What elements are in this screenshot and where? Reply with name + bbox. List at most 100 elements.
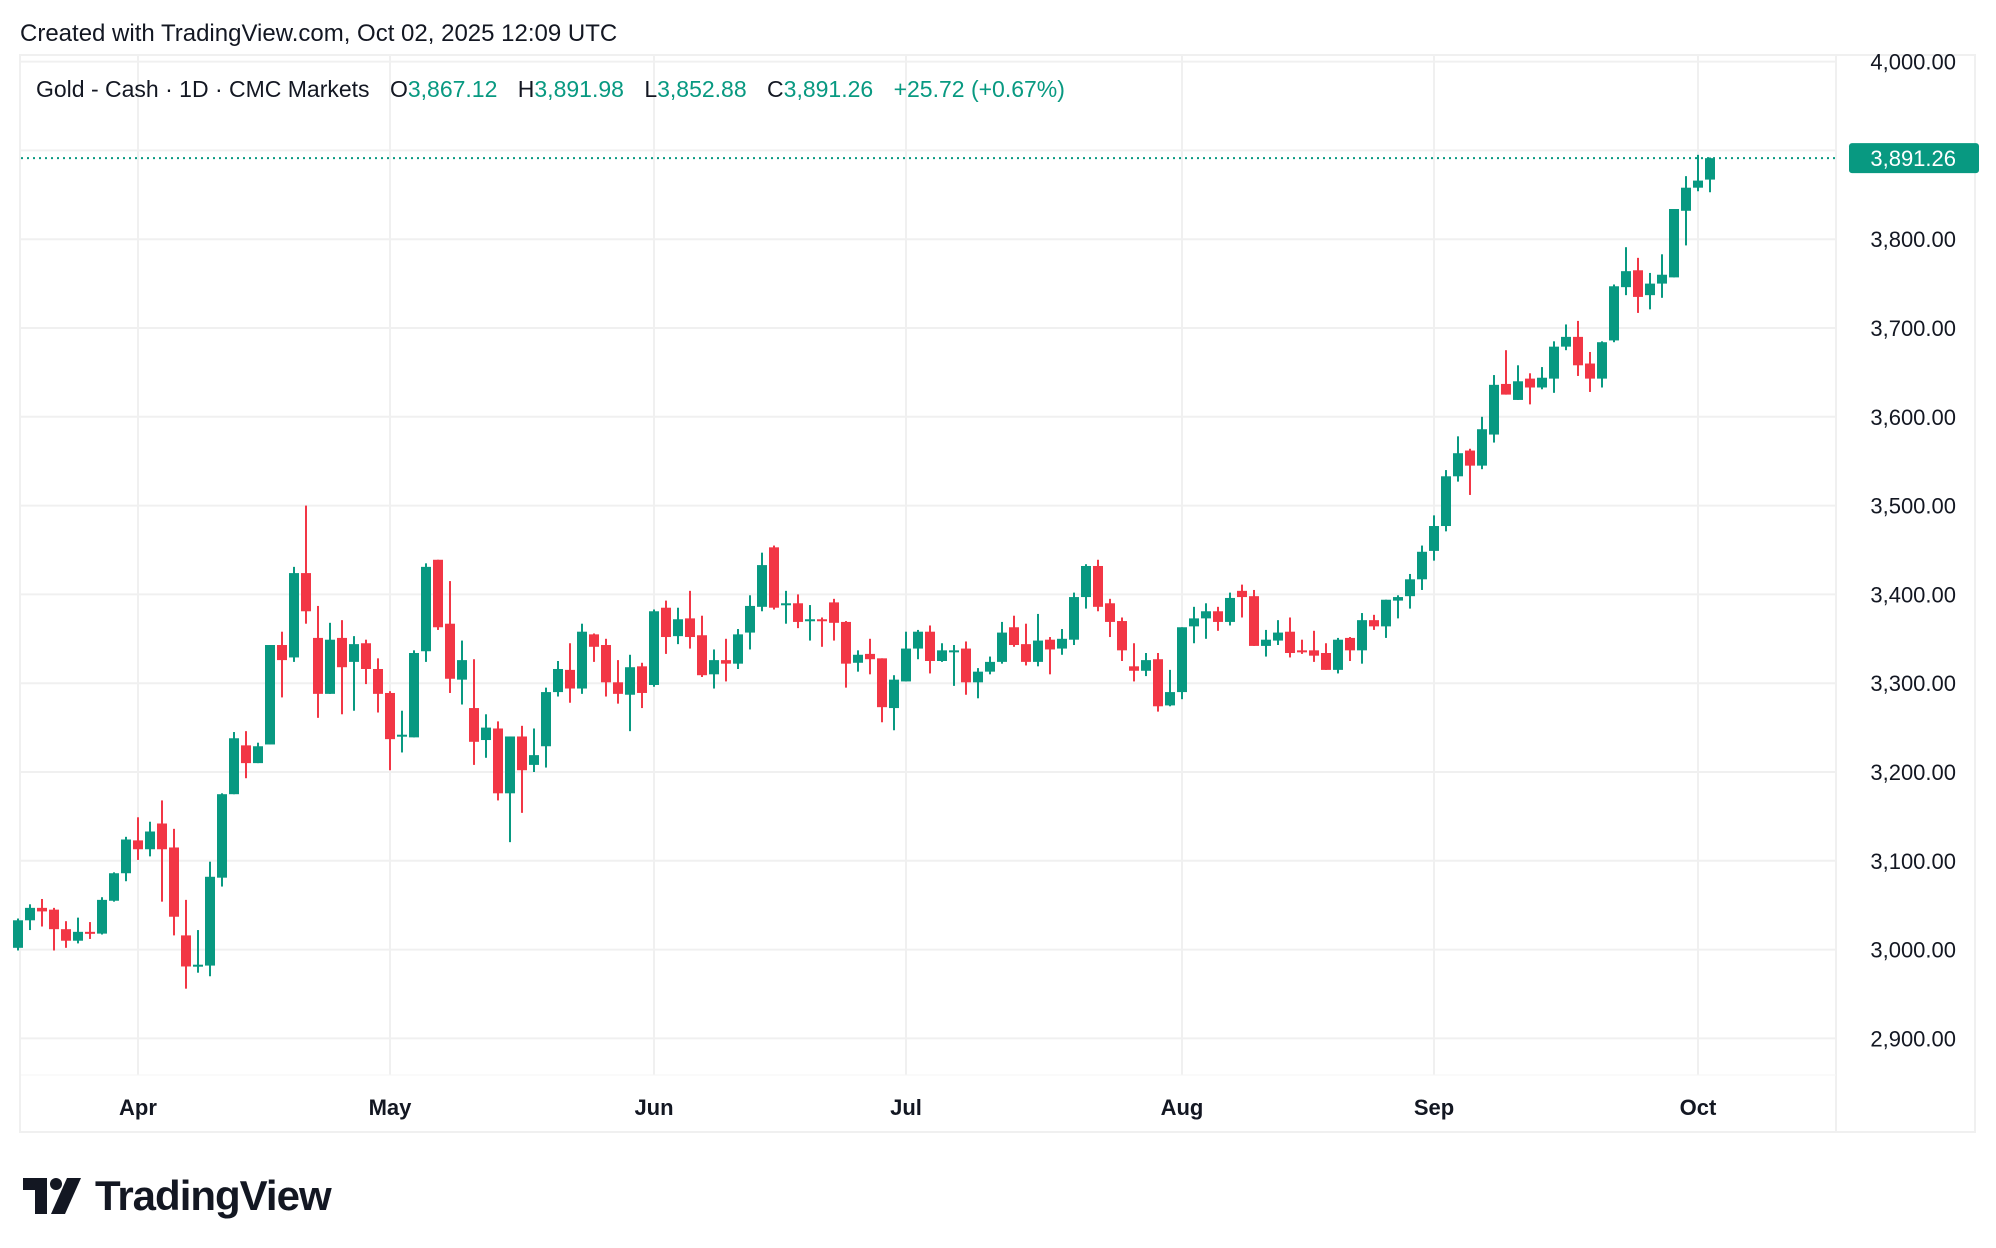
candle-down	[61, 921, 71, 948]
candle-body	[1009, 627, 1019, 646]
tradingview-logo[interactable]: TradingView	[23, 1172, 332, 1220]
candle-down	[1501, 350, 1511, 395]
candle-up	[1705, 157, 1715, 193]
time-tick-label: Aug	[1161, 1095, 1204, 1120]
price-tick-label: 3,300.00	[1870, 671, 1956, 696]
candle-up	[1681, 176, 1691, 246]
candle-up	[1657, 254, 1667, 298]
candle-body	[913, 631, 923, 649]
candle-up	[1033, 613, 1043, 667]
candle-wick	[281, 631, 283, 698]
candle-up	[781, 590, 791, 624]
candle-down	[37, 898, 47, 927]
candle-up	[1561, 324, 1571, 351]
candle-down	[1297, 639, 1307, 654]
candle-body	[361, 643, 371, 669]
candle-down	[1633, 257, 1643, 313]
close-value: 3,891.26	[783, 76, 874, 102]
candle-body	[1045, 639, 1055, 650]
candle-wick	[785, 590, 787, 624]
low-value: 3,852.88	[657, 76, 747, 102]
candle-body	[817, 619, 827, 622]
candle-down	[469, 659, 479, 765]
candle-up	[1189, 606, 1199, 644]
candle-wick	[353, 636, 355, 711]
candle-down	[1345, 637, 1355, 661]
candle-up	[889, 675, 899, 731]
candle-up	[997, 621, 1007, 664]
candle-body	[1525, 378, 1535, 388]
candle-body	[325, 639, 335, 694]
candle-body	[397, 734, 407, 737]
candle-body	[1357, 620, 1367, 651]
candle-body	[721, 660, 731, 664]
candle-body	[1597, 342, 1607, 379]
candle-up	[109, 872, 119, 902]
candle-body	[625, 667, 635, 695]
candle-up	[577, 623, 587, 694]
candle-down	[1153, 653, 1163, 712]
candle-wick	[809, 605, 811, 641]
candles	[13, 154, 1715, 989]
candle-down	[829, 598, 839, 641]
candle-body	[901, 648, 911, 682]
candle-down	[769, 545, 779, 610]
price-tick-label: 3,000.00	[1870, 938, 1956, 963]
candle-body	[1393, 597, 1403, 601]
symbol-title[interactable]: Gold - Cash · 1D · CMC Markets	[36, 76, 370, 102]
candle-up	[1357, 613, 1367, 664]
candle-wick	[1469, 448, 1471, 495]
candle-up	[1141, 653, 1151, 677]
candle-up	[1081, 564, 1091, 609]
candle-down	[1093, 559, 1103, 612]
candle-down	[517, 725, 527, 813]
time-tick-label: May	[369, 1095, 413, 1120]
candle-up	[505, 736, 515, 843]
candle-up	[1609, 284, 1619, 343]
candle-up	[13, 918, 23, 951]
candle-body	[1297, 650, 1307, 653]
candle-down	[1465, 448, 1475, 495]
tradingview-logo-text: TradingView	[95, 1172, 332, 1219]
candle-up	[709, 649, 719, 689]
candle-down	[589, 633, 599, 662]
candle-body	[373, 668, 383, 694]
candle-body	[109, 873, 119, 901]
candle-wick	[1241, 584, 1243, 618]
candle-up	[457, 640, 467, 705]
candle-down	[961, 641, 971, 695]
candle-body	[25, 907, 35, 921]
candle-up	[25, 904, 35, 931]
candle-body	[1621, 271, 1631, 288]
candle-body	[925, 631, 935, 661]
candle-body	[445, 623, 455, 679]
candle-body	[409, 653, 419, 738]
candle-up	[1537, 367, 1547, 390]
candle-up	[421, 563, 431, 662]
candle-up	[265, 645, 275, 745]
candle-up	[985, 656, 995, 675]
candle-body	[541, 692, 551, 747]
candle-body	[1489, 384, 1499, 435]
candle-down	[865, 638, 875, 675]
candle-body	[37, 907, 47, 912]
candle-wick	[401, 710, 403, 753]
candle-body	[505, 736, 515, 794]
candle-body	[793, 603, 803, 622]
candle-body	[673, 619, 683, 637]
candle-up	[1381, 599, 1391, 638]
candle-up	[649, 609, 659, 687]
last-price-label: 3,891.26	[1870, 146, 1956, 171]
high-label: H	[517, 76, 535, 102]
candle-up	[1693, 154, 1703, 192]
candle-down	[793, 594, 803, 629]
candle-up	[745, 595, 755, 650]
candle-up	[217, 793, 227, 887]
candle-wick	[1049, 637, 1051, 675]
candle-down	[1249, 589, 1259, 646]
candle-body	[277, 645, 287, 661]
candle-wick	[593, 633, 595, 662]
last-price-marker: 3,891.26	[21, 143, 1979, 174]
candle-up	[1333, 637, 1343, 674]
